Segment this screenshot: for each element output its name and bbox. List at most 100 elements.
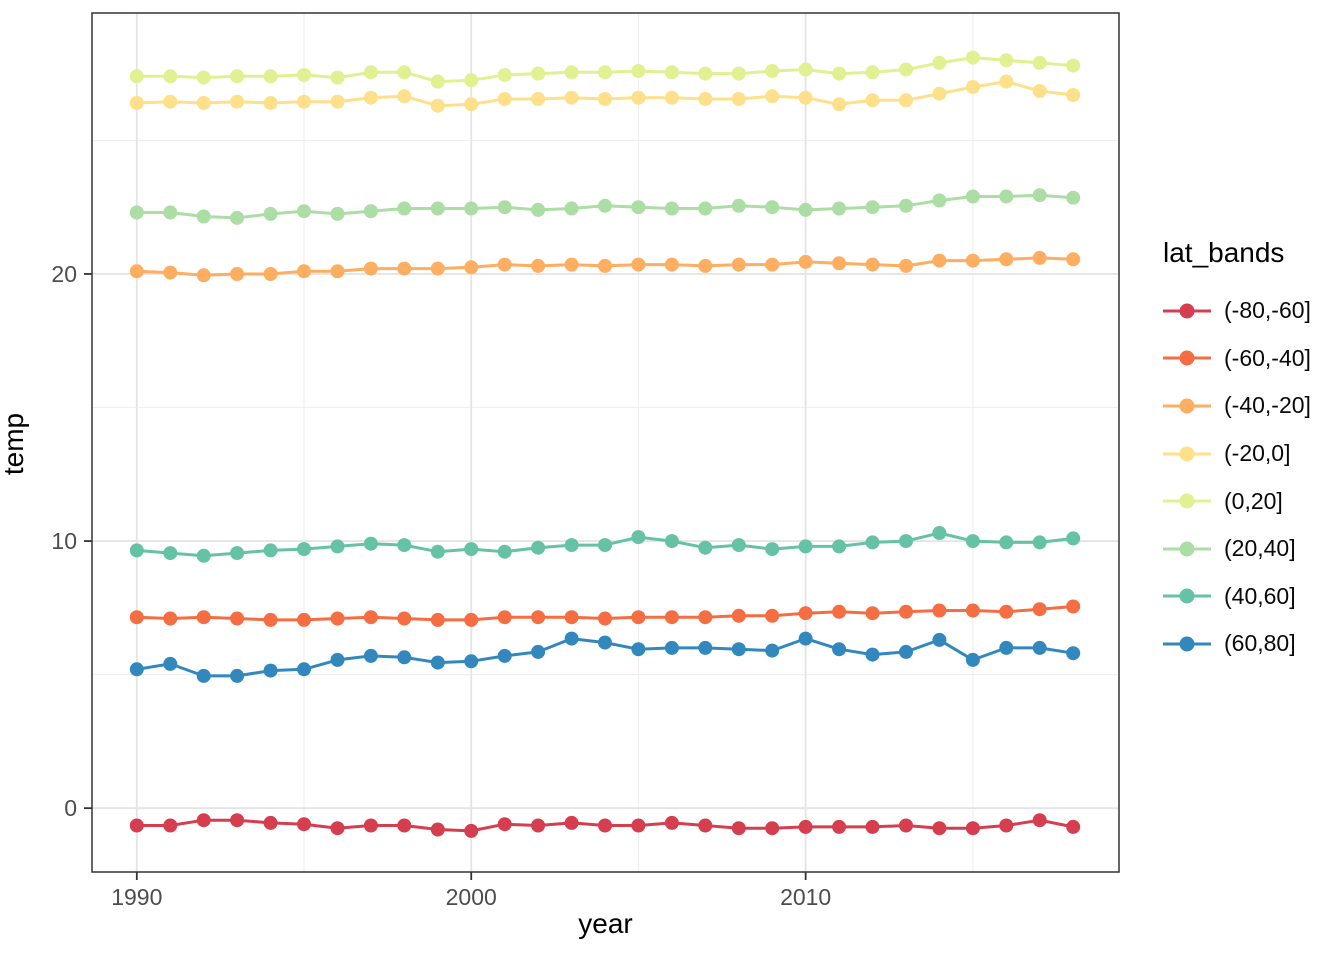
data-point xyxy=(564,65,579,80)
data-point xyxy=(196,96,211,110)
data-point xyxy=(430,201,445,216)
data-point xyxy=(330,821,345,836)
data-point xyxy=(664,534,679,549)
data-point xyxy=(664,610,679,625)
data-point xyxy=(1032,250,1047,265)
legend-item-label: (-80,-60] xyxy=(1224,297,1311,324)
data-point xyxy=(798,819,813,834)
legend-key-icon xyxy=(1163,446,1211,462)
data-point xyxy=(230,94,245,109)
data-point xyxy=(196,813,211,828)
data-point xyxy=(765,200,780,215)
data-point xyxy=(798,202,813,217)
data-point xyxy=(865,65,880,80)
data-point xyxy=(865,257,880,272)
data-point xyxy=(163,818,178,833)
data-point xyxy=(664,640,679,655)
data-point xyxy=(999,640,1014,655)
data-point xyxy=(899,198,913,213)
data-point xyxy=(899,818,913,833)
data-point xyxy=(363,261,378,276)
legend-item: (-80,-60] xyxy=(1163,287,1311,335)
data-point xyxy=(698,818,713,833)
data-point xyxy=(230,267,245,281)
data-point xyxy=(631,818,646,833)
data-point xyxy=(865,93,880,108)
data-point xyxy=(1066,531,1081,546)
legend-item: (-40,-20] xyxy=(1163,382,1311,430)
legend-item-label: (0,20] xyxy=(1224,487,1283,514)
data-point xyxy=(731,642,746,657)
data-point xyxy=(631,64,646,78)
data-point xyxy=(129,543,144,558)
data-point xyxy=(230,668,245,683)
data-point xyxy=(798,539,813,554)
data-point xyxy=(230,69,245,84)
x-tick-label-2000: 2000 xyxy=(446,884,497,910)
legend-item-label: (60,80] xyxy=(1224,630,1296,657)
data-point xyxy=(1032,535,1047,550)
legend-key-icon xyxy=(1163,636,1211,652)
data-point xyxy=(564,815,579,830)
x-tick-label-2010: 2010 xyxy=(780,884,831,910)
data-point xyxy=(196,70,211,85)
data-point xyxy=(163,265,178,280)
legend-item: (-60,-40] xyxy=(1163,335,1311,383)
data-point xyxy=(129,818,144,833)
data-point xyxy=(965,253,980,268)
data-point xyxy=(363,536,378,551)
data-point xyxy=(731,608,746,623)
data-point xyxy=(196,268,211,283)
data-point xyxy=(698,540,713,555)
data-point xyxy=(798,254,813,269)
data-point xyxy=(932,253,947,268)
data-point xyxy=(965,80,980,94)
data-point xyxy=(899,604,913,619)
y-tick-label-20: 20 xyxy=(51,261,77,287)
data-point xyxy=(698,640,713,655)
data-point xyxy=(765,542,780,557)
data-point xyxy=(363,818,378,833)
data-point xyxy=(464,97,479,112)
data-point xyxy=(263,543,278,558)
data-point xyxy=(163,69,178,84)
data-point xyxy=(932,632,947,647)
data-point xyxy=(464,823,479,838)
data-point xyxy=(698,92,713,106)
data-point xyxy=(129,264,144,279)
data-point xyxy=(1066,252,1081,267)
data-point xyxy=(163,611,178,626)
data-point xyxy=(497,610,512,625)
data-point xyxy=(531,202,546,217)
data-point xyxy=(297,68,311,82)
data-point xyxy=(899,258,913,273)
data-point xyxy=(832,642,847,657)
data-point xyxy=(297,264,311,279)
data-point xyxy=(464,612,479,627)
data-point xyxy=(598,198,612,213)
data-point xyxy=(363,90,378,105)
data-point xyxy=(1066,58,1081,73)
legend-item-label: (-20,0] xyxy=(1224,440,1291,467)
data-point xyxy=(631,642,646,657)
data-point xyxy=(932,86,947,101)
data-point xyxy=(1066,819,1081,834)
data-point xyxy=(1066,88,1081,102)
data-point xyxy=(531,258,546,273)
data-point xyxy=(397,65,412,80)
data-point xyxy=(965,603,980,618)
data-point xyxy=(899,93,913,108)
data-point xyxy=(363,204,378,219)
data-point xyxy=(297,94,311,109)
data-point xyxy=(230,210,245,225)
data-point xyxy=(430,544,445,559)
data-point xyxy=(397,611,412,626)
data-point xyxy=(1066,646,1081,661)
data-point xyxy=(397,261,412,276)
data-point xyxy=(297,204,311,219)
data-point xyxy=(564,201,579,216)
data-point xyxy=(430,655,445,670)
data-point xyxy=(464,542,479,557)
data-point xyxy=(330,94,345,109)
